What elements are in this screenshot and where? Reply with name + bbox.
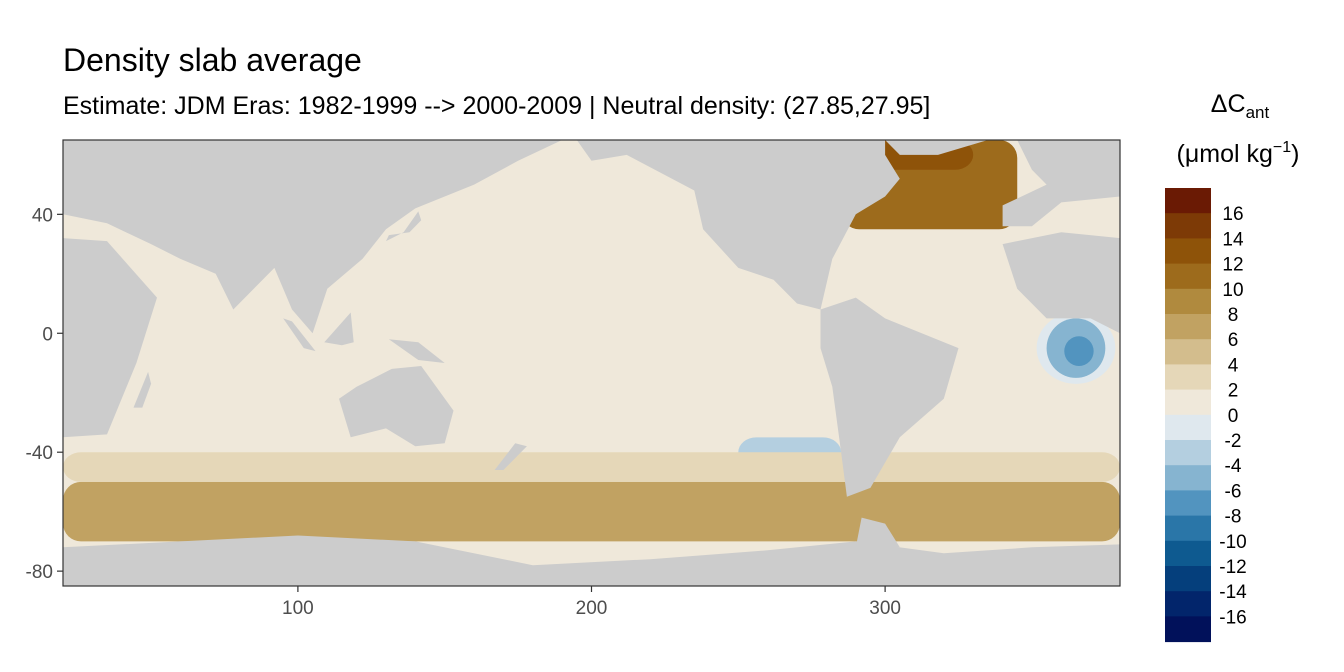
legend-label: 10 — [1222, 280, 1243, 301]
y-tick-label: -80 — [26, 562, 53, 583]
chart-title: Density slab average — [63, 42, 362, 78]
land-antarctica — [63, 535, 1120, 586]
land-africa — [63, 238, 157, 438]
land-masses — [63, 140, 1120, 586]
legend-label: 8 — [1228, 305, 1239, 326]
legend-key — [1165, 440, 1211, 466]
y-tick-label: 40 — [32, 205, 53, 226]
legend-label: 12 — [1222, 255, 1243, 276]
land-greenland — [885, 140, 988, 155]
legend-label: -14 — [1219, 582, 1247, 603]
legend-label: -10 — [1219, 532, 1246, 553]
land-borneo — [324, 312, 354, 346]
land-new-guinea — [388, 339, 445, 363]
legend-label: -8 — [1225, 507, 1242, 528]
legend-key — [1165, 490, 1211, 517]
legend-key — [1165, 188, 1211, 214]
legend-title-line1: ΔCant — [1211, 90, 1270, 122]
land-africa-wrap — [1002, 232, 1120, 334]
legend-label: 4 — [1228, 355, 1239, 376]
legend-title-line2: (μmol kg−1) — [1177, 139, 1300, 168]
legend-key — [1165, 339, 1211, 365]
legend-key — [1165, 540, 1211, 567]
legend-label: -16 — [1219, 607, 1246, 628]
land-antarctic-peninsula — [855, 517, 900, 548]
legend-key — [1165, 515, 1211, 542]
land-australia — [339, 366, 454, 447]
legend-key — [1165, 314, 1211, 340]
legend-key — [1165, 263, 1211, 290]
chart-subtitle: Estimate: JDM Eras: 1982-1999 --> 2000-2… — [63, 92, 931, 120]
legend-label: 6 — [1228, 330, 1239, 351]
legend-key — [1165, 389, 1211, 416]
legend-key — [1165, 465, 1211, 491]
land-madagascar — [133, 371, 152, 408]
y-axis: 40 0 -40 -80 — [26, 205, 63, 583]
field-region-north-pacific — [444, 214, 798, 363]
legend-label: -4 — [1225, 456, 1242, 477]
legend-key — [1165, 364, 1211, 391]
legend-label: -2 — [1225, 431, 1242, 452]
field-region-circumpolar — [63, 452, 1120, 482]
land-new-zealand — [494, 443, 527, 470]
land-sumatra — [283, 318, 316, 352]
y-tick-label: -40 — [26, 443, 53, 464]
y-tick-label: 0 — [42, 324, 53, 345]
land-eurasia — [63, 140, 563, 334]
legend: ΔCant (μmol kg−1) 16 14 12 10 8 6 4 2 0 -2 -4 -6 -8 -… — [1165, 90, 1300, 643]
land-europe-wrap — [1002, 140, 1120, 227]
x-tick-label: 300 — [869, 598, 901, 619]
legend-keys: 16 14 12 10 8 6 4 2 0 -2 -4 -6 -8 -10 -12 -14 -16 — [1165, 188, 1247, 643]
legend-key — [1165, 288, 1211, 315]
legend-key — [1165, 213, 1211, 239]
legend-key — [1165, 616, 1211, 643]
legend-label: -12 — [1219, 557, 1246, 578]
land-japan — [386, 211, 422, 242]
legend-label: 16 — [1222, 204, 1243, 225]
legend-label: -6 — [1225, 481, 1242, 502]
legend-key — [1165, 566, 1211, 592]
legend-key — [1165, 238, 1211, 265]
land-north-america — [576, 140, 900, 310]
legend-key — [1165, 591, 1211, 617]
legend-label: 0 — [1228, 406, 1239, 427]
x-tick-label: 100 — [282, 598, 314, 619]
x-tick-label: 200 — [576, 598, 608, 619]
field-region-southern-ocean-band — [63, 481, 1120, 542]
field-region-eq-atlantic-eddy-core — [1064, 336, 1094, 366]
land-south-america — [820, 297, 959, 497]
legend-key — [1165, 414, 1211, 441]
plot-area — [62, 139, 1121, 587]
legend-label: 2 — [1228, 381, 1239, 402]
x-axis: 100 200 300 — [282, 586, 901, 619]
legend-label: 14 — [1222, 229, 1244, 250]
